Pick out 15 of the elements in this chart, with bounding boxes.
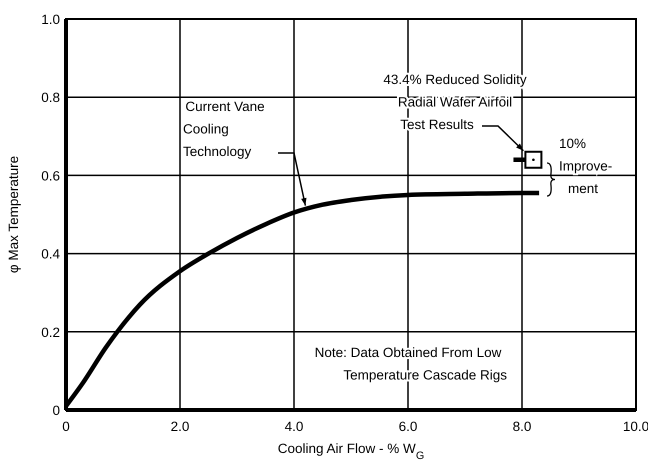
x-tick-label: 8.0 [512, 419, 532, 434]
y-tick-label: 0 [52, 403, 60, 418]
y-tick-label: 0.6 [41, 168, 60, 184]
annotation: Current Vane Cooling Technology [183, 99, 265, 159]
x-tick-label: 0 [62, 419, 70, 434]
y-axis-title: φ Max Temperature [6, 156, 21, 274]
y-tick-label: 0.2 [41, 324, 60, 340]
annotation: 10% Improve- ment [559, 136, 612, 196]
y-tick-label: 1.0 [41, 12, 60, 27]
x-tick-label: 4.0 [284, 419, 304, 434]
y-tick-label: 0.4 [41, 246, 60, 262]
y-tick-label: 0.8 [41, 90, 60, 106]
x-tick-label: 2.0 [170, 419, 190, 434]
x-axis-title: Cooling Air Flow - % W$_{G}$ [278, 441, 424, 462]
x-tick-label: 6.0 [398, 419, 418, 434]
